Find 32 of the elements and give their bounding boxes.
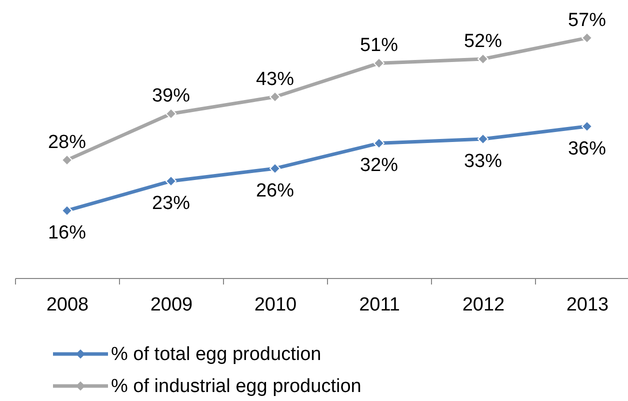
x-tick-label: 2008 <box>46 294 89 316</box>
data-label: 36% <box>568 138 606 160</box>
data-label: 33% <box>464 151 502 172</box>
point <box>582 120 592 132</box>
x-tick-label: 2011 <box>359 294 400 316</box>
data-label: 16% <box>48 222 86 244</box>
point <box>374 58 384 69</box>
legend-label: % of total egg production <box>111 344 322 365</box>
point <box>166 176 176 187</box>
x-tick-label: 2009 <box>150 294 193 316</box>
data-label: 43% <box>256 68 294 90</box>
point <box>582 32 592 44</box>
point <box>270 162 280 174</box>
x-tick-label: 2013 <box>566 294 609 316</box>
data-label: 57% <box>568 10 606 31</box>
data-label: 39% <box>152 86 190 107</box>
point <box>478 134 488 144</box>
x-tick-label: 2010 <box>254 294 297 316</box>
point <box>62 154 72 166</box>
data-label: 23% <box>152 193 190 214</box>
data-label: 51% <box>360 35 398 56</box>
point <box>478 53 488 64</box>
point <box>374 138 384 149</box>
legend-label: % of industrial egg production <box>111 376 362 397</box>
data-label: 26% <box>256 180 294 202</box>
point <box>166 108 176 120</box>
data-label: 32% <box>360 155 398 176</box>
data-label: 28% <box>48 132 86 154</box>
data-label: 52% <box>464 30 502 52</box>
x-tick-label: 2012 <box>462 294 505 316</box>
point <box>270 91 280 102</box>
point <box>62 205 72 216</box>
